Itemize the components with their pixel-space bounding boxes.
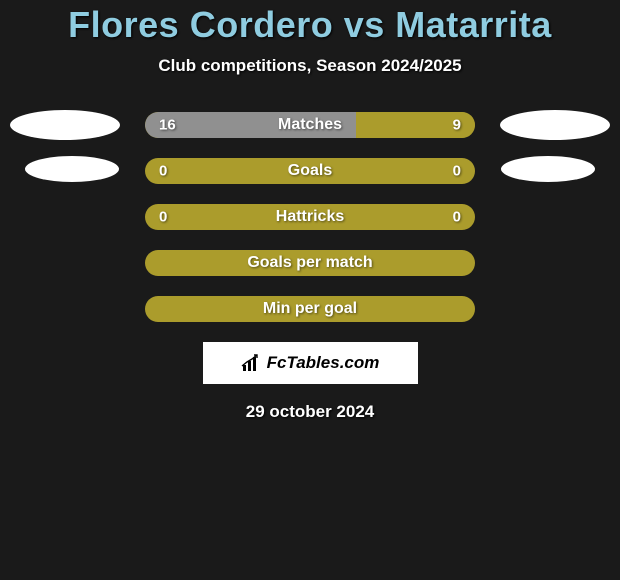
page-title: Flores Cordero vs Matarrita bbox=[0, 4, 620, 46]
stat-label: Goals bbox=[288, 162, 332, 180]
avatar-placeholder-right bbox=[500, 110, 610, 140]
stat-row: Goals per match bbox=[145, 250, 475, 276]
stat-value-right: 0 bbox=[453, 163, 461, 180]
stat-label: Goals per match bbox=[247, 254, 372, 272]
stat-label: Hattricks bbox=[276, 208, 344, 226]
stat-row: Goals 0 0 bbox=[145, 158, 475, 184]
stat-row: Matches 16 9 bbox=[145, 112, 475, 138]
bar-chart-icon bbox=[241, 354, 263, 372]
avatar-placeholder-left bbox=[25, 156, 119, 182]
subtitle: Club competitions, Season 2024/2025 bbox=[0, 56, 620, 76]
brand-text: FcTables.com bbox=[267, 353, 380, 373]
avatar-placeholder-right bbox=[501, 156, 595, 182]
date-text: 29 october 2024 bbox=[0, 402, 620, 422]
stat-value-right: 9 bbox=[453, 117, 461, 134]
stat-label: Matches bbox=[278, 116, 342, 134]
stat-value-left: 0 bbox=[159, 209, 167, 226]
stat-value-left: 0 bbox=[159, 163, 167, 180]
stat-rows-container: Matches 16 9 Goals 0 0 Hattricks 0 0 Goals per ma… bbox=[0, 112, 620, 322]
stat-value-right: 0 bbox=[453, 209, 461, 226]
stat-row: Hattricks 0 0 bbox=[145, 204, 475, 230]
stat-label: Min per goal bbox=[263, 300, 357, 318]
stat-bar: Hattricks 0 0 bbox=[145, 204, 475, 230]
stat-bar: Matches 16 9 bbox=[145, 112, 475, 138]
stat-bar: Goals per match bbox=[145, 250, 475, 276]
comparison-infographic: Flores Cordero vs Matarrita Club competi… bbox=[0, 0, 620, 422]
stat-bar: Goals 0 0 bbox=[145, 158, 475, 184]
stat-value-left: 16 bbox=[159, 117, 176, 134]
avatar-placeholder-left bbox=[10, 110, 120, 140]
brand-box: FcTables.com bbox=[203, 342, 418, 384]
stat-row: Min per goal bbox=[145, 296, 475, 322]
stat-bar: Min per goal bbox=[145, 296, 475, 322]
